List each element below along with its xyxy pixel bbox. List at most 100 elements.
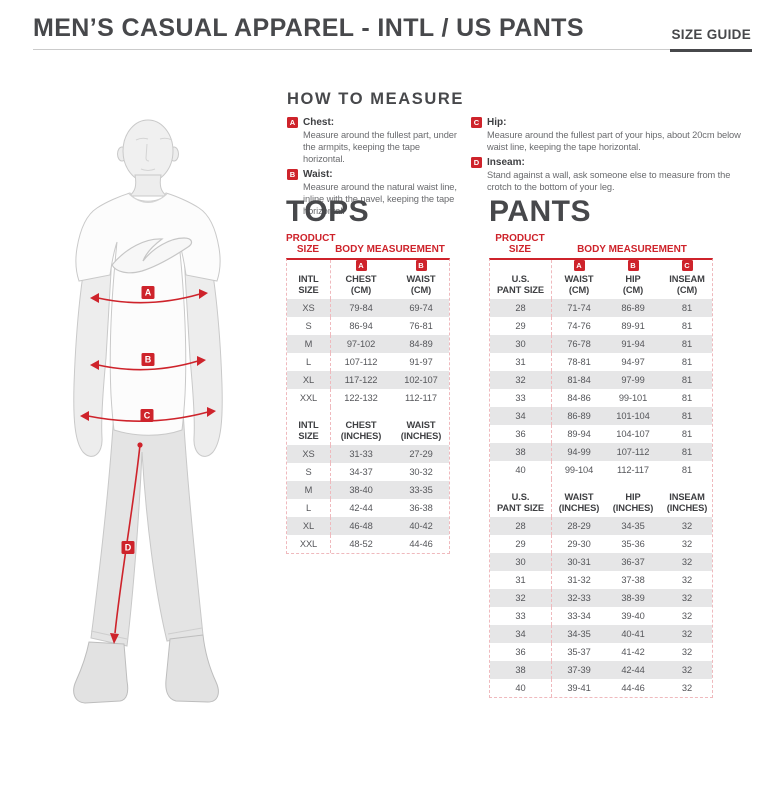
page-title: MEN’S CASUAL APPAREL - INTL / US PANTS	[33, 14, 584, 42]
table-cell: 81	[681, 339, 693, 350]
table-cell: 81	[681, 393, 693, 404]
pants-size-table: U.S. PANT SIZE A WAIST (CM) B HIP (CM) C INSEA…	[489, 258, 714, 699]
left-arm	[73, 228, 113, 457]
table-cell: 81-84	[567, 375, 591, 386]
table-cell: 37-38	[621, 575, 645, 586]
table-cell: 32	[490, 589, 552, 608]
table-cell: 40-42	[409, 521, 433, 532]
table-cell: 38	[490, 443, 552, 462]
table-cell: 32	[681, 521, 693, 532]
table-cell: 32	[681, 575, 693, 586]
product-size-header: PRODUCT SIZE	[286, 232, 336, 255]
table-cell: XS	[287, 299, 331, 318]
table-cell: 42-44	[349, 503, 373, 514]
measurement-column-header: A CHEST (CM)	[331, 260, 391, 299]
marker-a: A	[145, 288, 152, 298]
table-rows: XS 31-33 27-29 S 34-37 30-32 M 38-40 33-35 L 42-44…	[287, 445, 449, 554]
table-cell: 38-39	[621, 593, 645, 604]
table-cell: 81	[681, 411, 693, 422]
table-cell: 97-102	[346, 339, 376, 350]
table-row: 40 39-41 44-46 32	[490, 679, 712, 698]
pants	[90, 409, 204, 647]
size-column-label: U.S. PANT SIZE	[497, 492, 544, 513]
how-to-measure-section: HOW TO MEASURE A Chest: Measure around t…	[287, 90, 747, 221]
measurement-column-header: B WAIST (CM)	[391, 260, 451, 299]
table-cell: 33	[490, 607, 552, 626]
table-cell: 94-97	[621, 357, 645, 368]
table-row: XXL 122-132 112-117	[287, 389, 449, 408]
table-cell: 76-81	[409, 321, 433, 332]
pants-section: PANTS PRODUCT SIZE BODY MEASUREMENT U.S.…	[489, 197, 714, 699]
pants-column-group-headers: PRODUCT SIZE BODY MEASUREMENT	[489, 228, 713, 258]
table-cell: 44-46	[621, 683, 645, 694]
size-guide-tab[interactable]: SIZE GUIDE	[670, 27, 752, 52]
table-row: S 86-94 76-81	[287, 317, 449, 336]
measurement-column-header: WAIST (INCHES)	[552, 479, 606, 517]
table-cell: 31-33	[349, 449, 373, 460]
table-cell: 35-36	[621, 539, 645, 550]
table-cell: 34	[490, 407, 552, 426]
table-cell: 97-99	[621, 375, 645, 386]
table-cell: 30	[490, 335, 552, 354]
head	[122, 119, 174, 183]
table-cell: 41-42	[621, 647, 645, 658]
measure-label: Chest:	[303, 117, 335, 128]
table-rows: 28 28-29 34-35 32 29 29-30 35-36 32 30 30-31 36-37…	[490, 517, 712, 698]
table-cell: 33	[490, 389, 552, 408]
measure-arrowheads	[80, 289, 216, 644]
size-column-label: U.S. PANT SIZE	[497, 274, 544, 295]
table-row: L 42-44 36-38	[287, 499, 449, 518]
table-cell: 89-94	[567, 429, 591, 440]
table-rows: XS 79-84 69-74 S 86-94 76-81 M 97-102 84-89 L 107-…	[287, 299, 449, 408]
table-cell: 39-41	[567, 683, 591, 694]
table-cell: 33-35	[409, 485, 433, 496]
table-cell: 99-101	[618, 393, 648, 404]
letter-badge-a: A	[287, 117, 298, 128]
table-cell: 86-94	[349, 321, 373, 332]
table-cell: XXL	[287, 389, 331, 408]
marker-c: C	[144, 411, 151, 421]
table-row: 33 33-34 39-40 32	[490, 607, 712, 626]
table-cell: 32	[681, 647, 693, 658]
tops-section: TOPS PRODUCT SIZE BODY MEASUREMENT INTL …	[286, 197, 451, 555]
table-row: 36 89-94 104-107 81	[490, 425, 712, 444]
measurement-column-header: INSEAM (INCHES)	[660, 479, 714, 517]
table-cell: 30	[490, 553, 552, 572]
table-cell: 36	[490, 643, 552, 662]
table-row: 28 28-29 34-35 32	[490, 517, 712, 536]
measure-item-chest: A Chest: Measure around the fullest part…	[287, 117, 463, 165]
right-arm	[183, 228, 223, 457]
table-cell: 107-112	[616, 447, 650, 458]
table-cell: XS	[287, 445, 331, 464]
measure-label: Hip:	[487, 117, 507, 128]
table-cell: 117-122	[344, 375, 378, 386]
letter-badge-c: C	[471, 117, 482, 128]
table-cell: 81	[681, 357, 693, 368]
marker-d: D	[125, 543, 132, 553]
table-cell: 91-97	[409, 357, 433, 368]
table-cell: 81	[681, 429, 693, 440]
body-measurement-header: BODY MEASUREMENT	[577, 243, 687, 255]
measurement-figure: A B C D	[30, 90, 285, 760]
measure-letter-badge: C	[681, 260, 693, 271]
tops-column-group-headers: PRODUCT SIZE BODY MEASUREMENT	[286, 228, 450, 258]
table-row: 38 37-39 42-44 32	[490, 661, 712, 680]
measurement-column-header: C INSEAM (CM)	[660, 260, 714, 299]
table-row: S 34-37 30-32	[287, 463, 449, 482]
table-cell: 40	[490, 679, 552, 698]
measurement-column-label: CHEST (CM)	[345, 274, 377, 295]
measurement-column-label: WAIST (INCHES)	[558, 492, 600, 513]
product-size-header: PRODUCT SIZE	[495, 232, 545, 255]
table-cell: 32	[681, 683, 693, 694]
table-cell: 84-86	[567, 393, 591, 404]
table-cell: 33-34	[567, 611, 591, 622]
table-cell: 28-29	[567, 521, 591, 532]
table-cell: 112-117	[616, 465, 650, 476]
face-lines	[135, 137, 173, 171]
table-row: XS 79-84 69-74	[287, 299, 449, 318]
measure-item-hip: C Hip: Measure around the fullest part o…	[471, 117, 741, 153]
size-column-label: INTL SIZE	[298, 420, 319, 441]
table-row: 32 32-33 38-39 32	[490, 589, 712, 608]
measurement-column-header: B HIP (CM)	[606, 260, 660, 299]
